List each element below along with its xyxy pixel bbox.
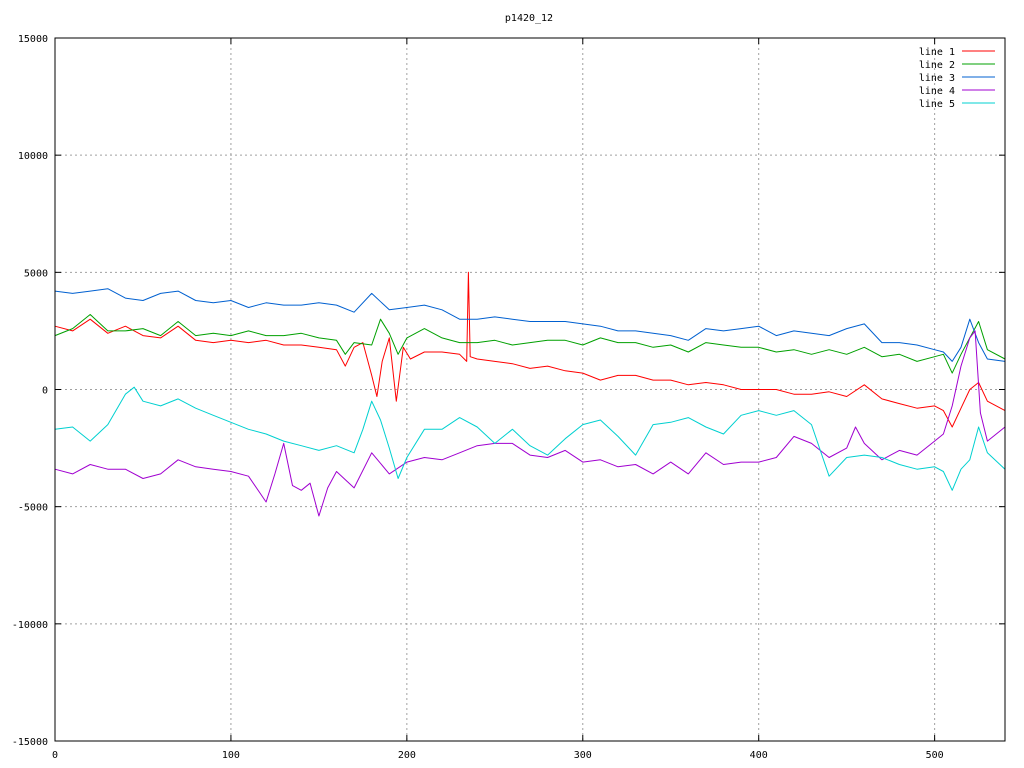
series-line-3 xyxy=(54,288,1006,362)
x-tick-label: 0 xyxy=(52,750,58,761)
y-tick-label: -5000 xyxy=(18,503,48,514)
grid-lines xyxy=(55,38,1005,741)
legend-label: line 3 xyxy=(919,73,955,84)
axis-ticks: -15000 -10000 -5000 0 5000 10000 15000 0 100 200 3… xyxy=(12,34,1005,761)
legend-label: line 5 xyxy=(919,99,955,110)
series-line-1 xyxy=(54,271,1006,428)
legend: line 1 line 2 line 3 line 4 line 5 xyxy=(919,47,995,110)
x-tick-label: 400 xyxy=(750,750,768,761)
chart-title: p1420_12 xyxy=(505,13,553,24)
legend-label: line 4 xyxy=(919,86,955,97)
x-tick-label: 500 xyxy=(926,750,944,761)
legend-label: line 1 xyxy=(919,47,955,58)
y-tick-label: -10000 xyxy=(12,620,48,631)
y-tick-label: -15000 xyxy=(12,737,48,748)
legend-label: line 2 xyxy=(919,60,955,71)
x-tick-label: 300 xyxy=(574,750,592,761)
series-line-4 xyxy=(54,330,1006,517)
series-line-5 xyxy=(54,386,1006,491)
y-tick-label: 15000 xyxy=(18,34,48,45)
y-tick-label: 5000 xyxy=(24,268,48,279)
y-tick-label: 10000 xyxy=(18,151,48,162)
x-tick-label: 100 xyxy=(222,750,240,761)
series-lines xyxy=(54,271,1006,517)
series-line-2 xyxy=(54,314,1006,374)
y-tick-label: 0 xyxy=(42,386,48,397)
x-tick-label: 200 xyxy=(398,750,416,761)
